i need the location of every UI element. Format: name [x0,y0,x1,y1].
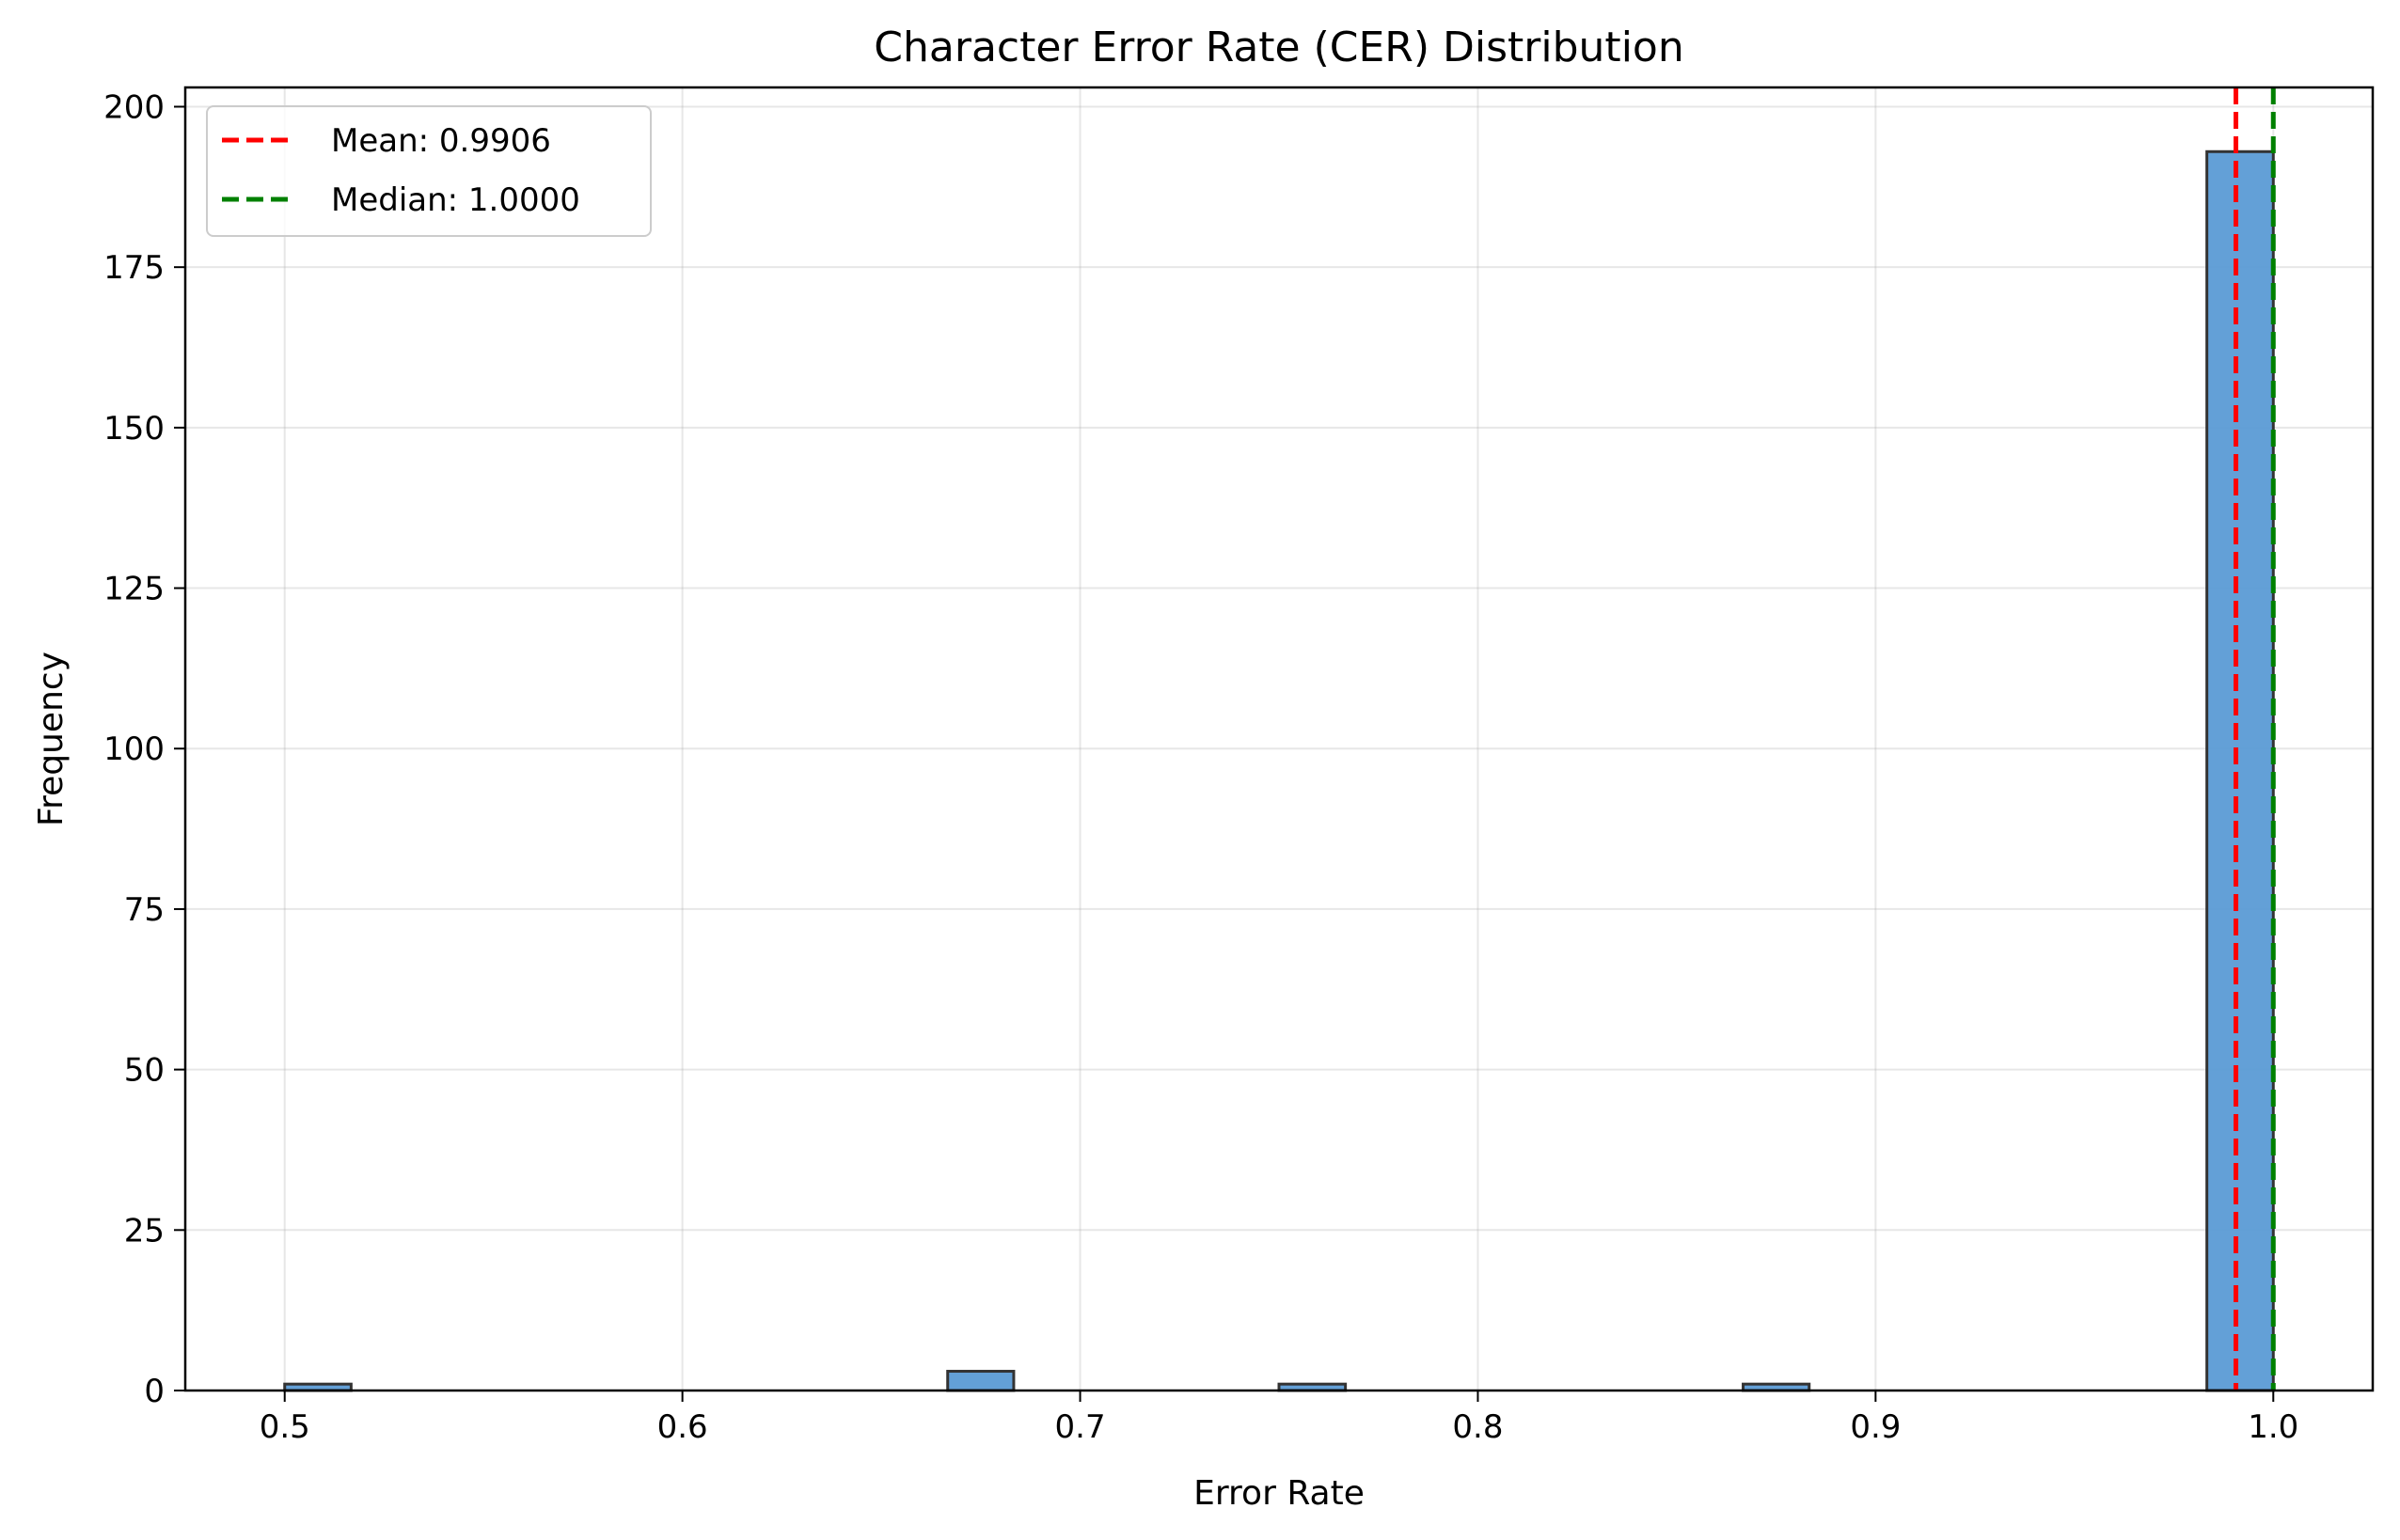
legend-median-label: Median: 1.0000 [331,181,580,219]
plot-area-frame [183,86,2375,1392]
y-axis-ticks: 0 25 50 75 100 125 150 175 200 [103,88,185,1410]
y-tick-label-5: 125 [103,571,165,608]
y-tick-label-8: 200 [103,88,165,126]
x-tick-label-1: 0.6 [657,1408,708,1446]
histogram-bar-1 [946,1370,1016,1392]
y-axis-label: Frequency [32,652,71,826]
y-tick-label-0: 0 [144,1373,165,1410]
y-tick-label-6: 150 [103,410,165,448]
x-tick-label-2: 0.7 [1055,1408,1106,1446]
grid [185,87,2373,1391]
y-tick-label-2: 50 [124,1052,165,1090]
x-tick-label-3: 0.8 [1452,1408,1503,1446]
legend-box [206,105,652,237]
reference-lines [2234,87,2276,1391]
y-tick-label-1: 25 [124,1212,165,1249]
y-tick-label-3: 75 [124,891,165,929]
histogram-bars [283,149,2275,1392]
histogram-bar-4 [2205,149,2275,1392]
x-axis-ticks: 0.5 0.6 0.7 0.8 0.9 1.0 [260,1391,2298,1446]
legend-mean-label: Mean: 0.9906 [331,122,551,160]
chart-title: Character Error Rate (CER) Distribution [874,24,1683,71]
x-axis-label: Error Rate [1193,1474,1365,1513]
y-tick-label-4: 100 [103,731,165,768]
x-tick-label-0: 0.5 [260,1408,310,1446]
x-tick-label-4: 0.9 [1850,1408,1901,1446]
legend: Mean: 0.9906 Median: 1.0000 [206,105,652,237]
y-tick-label-7: 175 [103,249,165,287]
x-tick-label-5: 1.0 [2248,1408,2298,1446]
